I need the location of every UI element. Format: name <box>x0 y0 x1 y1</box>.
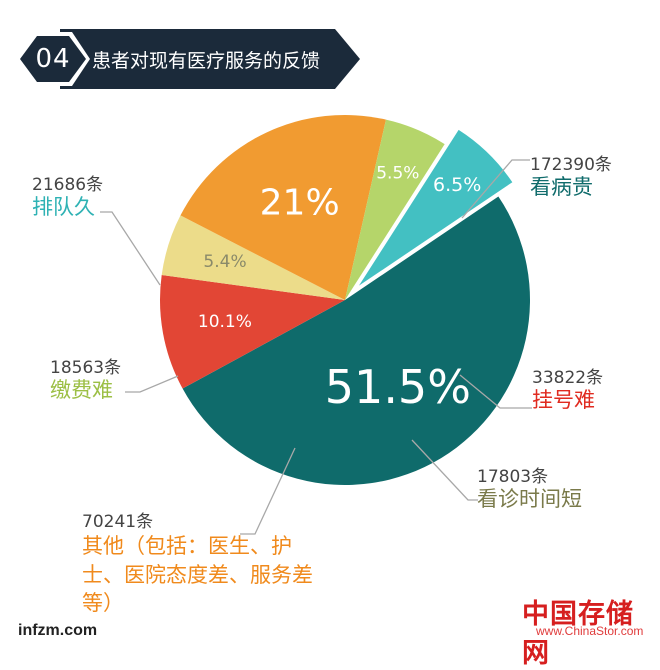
slice-percent-pdj: 6.5% <box>433 174 481 196</box>
pie-slice-kzsjd <box>161 215 345 300</box>
header-banner <box>16 29 360 89</box>
count-qt: 70241条 <box>82 512 154 532</box>
count-pdj: 21686条 <box>32 175 104 195</box>
pie-chart: 51.5% 10.1% 5.4% 21% 5.5% 6.5% <box>100 114 532 535</box>
count-ghn: 33822条 <box>532 368 604 388</box>
slice-percent-qt: 21% <box>260 182 340 223</box>
header-badge <box>20 36 86 82</box>
slice-percent-kbj: 51.5% <box>325 360 471 414</box>
label-kzsjd: 17803条 看诊时间短 <box>477 467 582 513</box>
header-number: 04 <box>35 44 71 74</box>
label-jfn: 18563条 缴费难 <box>50 358 121 404</box>
label-qt: 70241条 其他（包括：医生、护士、医院态度差、服务差等） <box>82 512 322 617</box>
leader-line-jfn <box>125 375 179 393</box>
pie-slice-qt <box>180 114 386 300</box>
count-kzsjd: 17803条 <box>477 467 549 487</box>
watermark-url: www.ChinaStor.com <box>536 624 644 638</box>
leader-line-qt <box>240 447 296 535</box>
count-kbj: 172390条 <box>530 155 612 175</box>
leader-line-pdj <box>100 211 161 286</box>
label-kbj: 172390条 看病贵 <box>530 155 612 201</box>
leader-line-ghn <box>459 374 532 409</box>
name-ghn: 挂号难 <box>532 388 595 413</box>
name-kbj: 看病贵 <box>530 175 593 200</box>
name-jfn: 缴费难 <box>50 378 113 403</box>
slice-percent-kzsjd: 5.4% <box>203 252 246 272</box>
pie-slice-ghn <box>159 275 345 389</box>
pie-slice-pdj <box>358 129 513 286</box>
source-text: infzm.com <box>18 622 98 639</box>
label-ghn: 33822条 挂号难 <box>532 368 603 414</box>
slice-percent-jfn: 5.5% <box>376 164 419 184</box>
pie-slice-kbj <box>182 196 530 485</box>
header-arrow-band <box>60 29 360 89</box>
chart-title: 患者对现有医疗服务的反馈 <box>92 50 321 72</box>
pie-slice-jfn <box>345 119 445 300</box>
leader-line-kzsjd <box>411 439 478 501</box>
name-qt: 其他（包括：医生、护士、医院态度差、服务差等） <box>82 534 313 616</box>
chart-header: 04 患者对现有医疗服务的反馈 <box>0 0 660 100</box>
slice-percent-ghn: 10.1% <box>198 312 252 332</box>
name-pdj: 排队久 <box>32 195 95 220</box>
label-pdj: 21686条 排队久 <box>32 175 103 221</box>
count-jfn: 18563条 <box>50 358 122 378</box>
name-kzsjd: 看诊时间短 <box>477 487 582 512</box>
leader-line-kbj <box>461 159 530 219</box>
